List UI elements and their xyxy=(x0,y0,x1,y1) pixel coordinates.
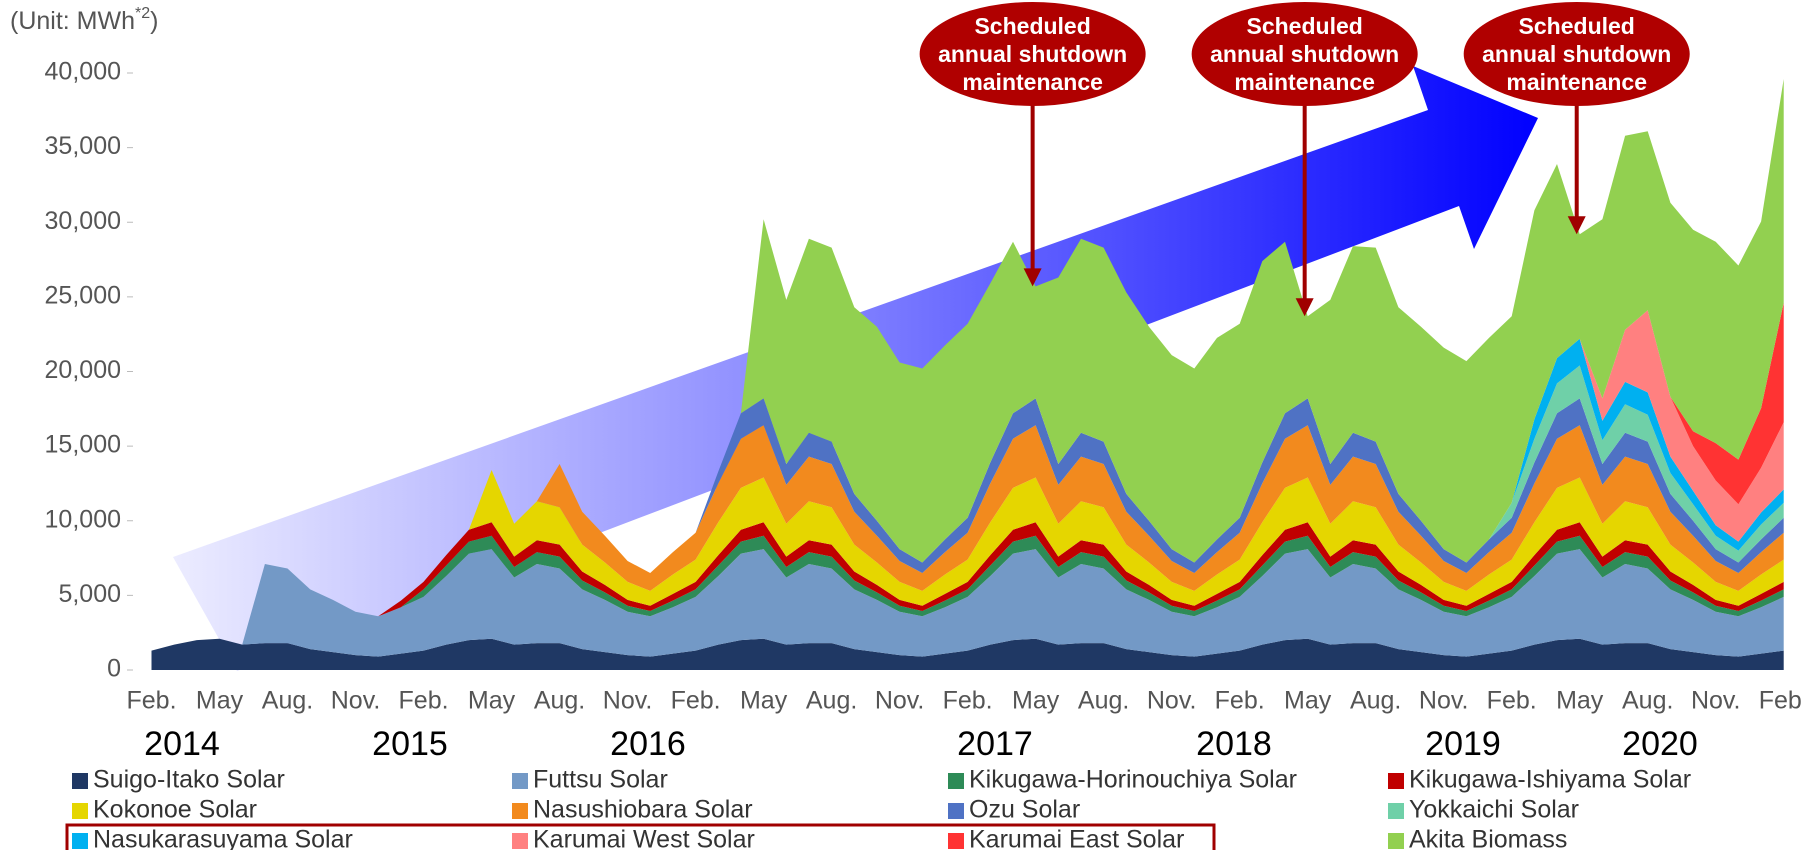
annotation-text: maintenance xyxy=(1234,69,1375,95)
area xyxy=(151,535,1784,651)
y-tick-label: 5,000 xyxy=(58,580,121,608)
x-tick-label: May xyxy=(740,687,788,715)
x-tick-label: Aug. xyxy=(262,687,313,715)
annotation-text: Scheduled xyxy=(974,13,1090,39)
x-tick-label: May xyxy=(1012,687,1060,715)
x-tick-label: Feb. xyxy=(671,687,721,715)
annotation-text: maintenance xyxy=(962,69,1103,95)
annotation-bubble xyxy=(1463,2,1690,106)
unit-close: ) xyxy=(150,7,158,35)
legend-label: Karumai East Solar xyxy=(969,826,1184,850)
y-tick-label: 0 xyxy=(107,655,121,683)
annotation-arrowhead xyxy=(1023,268,1042,287)
unit-note: *2 xyxy=(135,5,150,22)
x-tick-label: May xyxy=(1556,687,1604,715)
legend-swatch xyxy=(1388,773,1404,789)
annotation-bubble xyxy=(1191,2,1418,106)
legend-swatch xyxy=(72,833,88,849)
x-tick-label: Nov. xyxy=(1419,687,1469,715)
legend-label: Kikugawa-Horinouchiya Solar xyxy=(969,766,1297,794)
x-tick-label: May xyxy=(468,687,516,715)
x-tick-label: May xyxy=(1284,687,1332,715)
area xyxy=(151,470,1784,651)
legend-label: Kikugawa-Ishiyama Solar xyxy=(1409,766,1691,794)
x-tick-label: Nov. xyxy=(603,687,653,715)
area xyxy=(151,425,1784,651)
x-tick-label: May xyxy=(196,687,244,715)
x-tick-label: Nov. xyxy=(875,687,925,715)
legend-label: Futtsu Solar xyxy=(533,766,668,794)
x-tick-label: Aug. xyxy=(534,687,585,715)
unit-text: (Unit: MWh xyxy=(10,7,135,35)
area xyxy=(151,522,1784,651)
areas xyxy=(151,79,1784,670)
annotation-text: annual shutdown xyxy=(1482,41,1671,67)
x-tick-label: Aug. xyxy=(1622,687,1673,715)
unit-label: (Unit: MWh*2) xyxy=(10,5,158,34)
y-tick-label: 10,000 xyxy=(45,505,121,533)
x-tick-label: Aug. xyxy=(806,687,857,715)
year-label: 2017 xyxy=(957,725,1033,763)
year-label: 2015 xyxy=(372,725,448,763)
area xyxy=(151,398,1784,651)
area xyxy=(151,638,1784,670)
legend-swatch xyxy=(512,833,528,849)
area xyxy=(151,310,1784,651)
x-tick-label: Feb. xyxy=(1487,687,1537,715)
y-tick-label: 35,000 xyxy=(45,132,121,160)
y-tick-label: 30,000 xyxy=(45,207,121,235)
legend-swatch xyxy=(948,833,964,849)
legend-label: Kokonoe Solar xyxy=(93,796,257,824)
annotation-arrowhead xyxy=(1295,298,1314,317)
annotation-arrowhead xyxy=(1567,216,1586,235)
x-tick-label: Nov. xyxy=(331,687,381,715)
legend-label: Suigo-Itako Solar xyxy=(93,766,285,794)
x-tick-label: Feb. xyxy=(126,687,176,715)
annotation-text: Scheduled xyxy=(1519,13,1635,39)
legend-swatch xyxy=(72,773,88,789)
annotation-text: annual shutdown xyxy=(1210,41,1399,67)
x-tick-label: Aug. xyxy=(1350,687,1401,715)
legend-label: Akita Biomass xyxy=(1409,826,1567,850)
x-tick-label: Nov. xyxy=(1147,687,1197,715)
legend-swatch xyxy=(948,803,964,819)
x-tick-label: Aug. xyxy=(1078,687,1129,715)
annotation-text: maintenance xyxy=(1506,69,1647,95)
year-label: 2020 xyxy=(1622,725,1698,763)
year-label: 2014 xyxy=(144,725,220,763)
year-label: 2016 xyxy=(610,725,686,763)
legend-swatch xyxy=(1388,833,1404,849)
legend-label: Yokkaichi Solar xyxy=(1409,796,1579,824)
x-tick-label: Feb. xyxy=(399,687,449,715)
legend-label: Karumai West Solar xyxy=(533,826,755,850)
legend-label: Nasukarasuyama Solar xyxy=(93,826,353,850)
area xyxy=(151,79,1784,651)
area xyxy=(151,549,1784,657)
legend-label: Ozu Solar xyxy=(969,796,1080,824)
y-tick-label: 25,000 xyxy=(45,281,121,309)
legend-swatch xyxy=(512,773,528,789)
legend-swatch xyxy=(512,803,528,819)
legend-swatch xyxy=(72,803,88,819)
y-tick-label: 15,000 xyxy=(45,431,121,459)
legend-swatch xyxy=(1388,803,1404,819)
x-tick-label: Feb. xyxy=(1759,687,1804,715)
x-tick-label: Feb. xyxy=(1215,687,1265,715)
new-plants-box xyxy=(65,823,1216,850)
annotation-text: Scheduled xyxy=(1247,13,1363,39)
annotation-bubble xyxy=(919,2,1146,106)
x-tick-label: Nov. xyxy=(1691,687,1741,715)
legend-label: Nasushiobara Solar xyxy=(533,796,753,824)
x-tick-label: Feb. xyxy=(943,687,993,715)
year-label: 2019 xyxy=(1425,725,1501,763)
legend-swatch xyxy=(948,773,964,789)
y-tick-label: 40,000 xyxy=(45,58,121,86)
y-tick-label: 20,000 xyxy=(45,356,121,384)
year-label: 2018 xyxy=(1196,725,1272,763)
annotation-text: annual shutdown xyxy=(938,41,1127,67)
